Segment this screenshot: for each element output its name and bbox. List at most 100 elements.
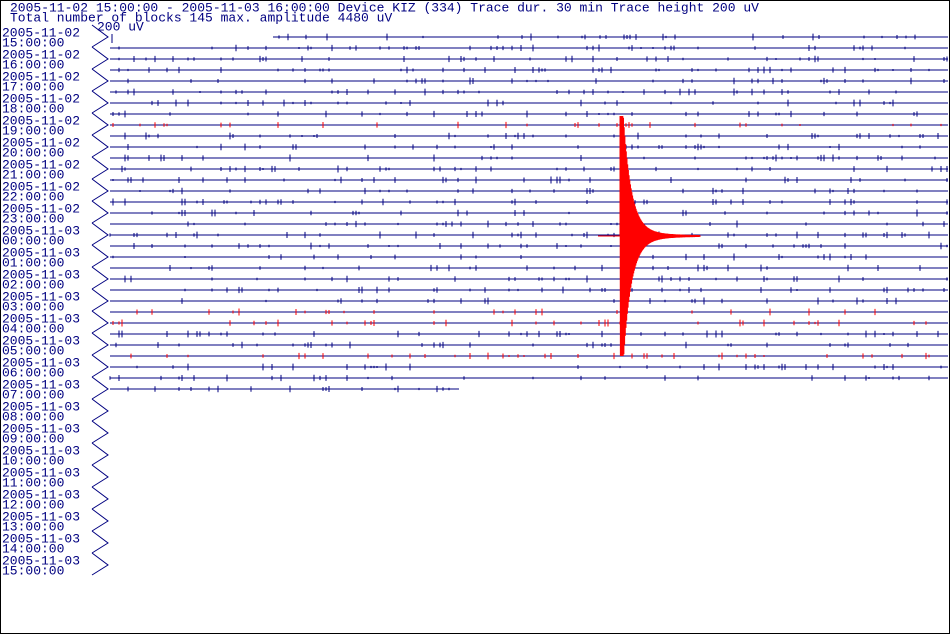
row-time: 13:00:00 <box>2 519 64 534</box>
trace-noise <box>151 209 948 217</box>
trace-noise <box>127 385 450 393</box>
row-date: 2005-11-03 <box>2 553 80 568</box>
trace-noise <box>109 374 930 382</box>
row-date: 2005-11-02 <box>2 47 80 62</box>
row-marker <box>91 46 109 70</box>
row-date: 2005-11-03 <box>2 311 80 326</box>
trace-noise <box>124 275 948 283</box>
trace-noise <box>112 198 948 206</box>
scale-label: 200 uV <box>97 19 144 34</box>
trace-noise <box>115 88 897 96</box>
trace-noise <box>112 121 942 129</box>
row-marker <box>91 288 109 312</box>
row-marker <box>91 244 109 268</box>
row-time: 14:00:00 <box>2 541 64 556</box>
row-marker <box>91 24 109 48</box>
row-marker <box>91 464 109 488</box>
row-time: 15:00:00 <box>2 563 64 578</box>
row-marker <box>91 508 109 532</box>
row-marker <box>91 112 109 136</box>
trace-noise <box>121 165 948 173</box>
row-date: 2005-11-02 <box>2 25 80 40</box>
row-time: 02:00:00 <box>2 277 64 292</box>
row-date: 2005-11-03 <box>2 355 80 370</box>
row-marker <box>91 134 109 158</box>
row-date: 2005-11-03 <box>2 399 80 414</box>
row-date: 2005-11-02 <box>2 179 80 194</box>
trace-noise <box>115 341 909 349</box>
row-time: 21:00:00 <box>2 167 64 182</box>
row-marker <box>91 398 109 422</box>
row-time: 00:00:00 <box>2 233 64 248</box>
row-marker <box>91 310 109 334</box>
row-date: 2005-11-02 <box>2 113 80 128</box>
trace-noise <box>109 231 930 239</box>
row-time: 15:00:00 <box>2 35 64 50</box>
row-date: 2005-11-03 <box>2 223 80 238</box>
row-date: 2005-11-03 <box>2 443 80 458</box>
row-date: 2005-11-03 <box>2 245 80 260</box>
trace-noise <box>124 154 936 162</box>
row-time: 07:00:00 <box>2 387 64 402</box>
trace-noise <box>118 44 906 52</box>
row-marker <box>91 156 109 180</box>
row-marker <box>91 332 109 356</box>
trace-noise <box>127 77 945 85</box>
row-date: 2005-11-03 <box>2 289 80 304</box>
row-time: 20:00:00 <box>2 145 64 160</box>
trace-noise <box>112 176 948 184</box>
row-time: 12:00:00 <box>2 497 64 512</box>
row-time: 18:00:00 <box>2 101 64 116</box>
row-time: 03:00:00 <box>2 299 64 314</box>
row-time: 10:00:00 <box>2 453 64 468</box>
row-marker <box>91 222 109 246</box>
row-marker <box>91 376 109 400</box>
row-date: 2005-11-03 <box>2 267 80 282</box>
row-time: 23:00:00 <box>2 211 64 226</box>
trace-noise <box>112 319 927 327</box>
row-time: 04:00:00 <box>2 321 64 336</box>
row-time: 08:00:00 <box>2 409 64 424</box>
row-marker <box>91 68 109 92</box>
trace-noise <box>169 264 921 272</box>
row-time: 16:00:00 <box>2 57 64 72</box>
row-time: 17:00:00 <box>2 79 64 94</box>
row-date: 2005-11-03 <box>2 531 80 546</box>
trace-noise <box>187 220 945 228</box>
row-date: 2005-11-03 <box>2 465 80 480</box>
traces <box>109 33 948 393</box>
row-date: 2005-11-03 <box>2 421 80 436</box>
trace-noise <box>136 308 876 316</box>
row-date: 2005-11-02 <box>2 157 80 172</box>
row-date: 2005-11-02 <box>2 135 80 150</box>
row-time: 11:00:00 <box>2 475 64 490</box>
row-date: 2005-11-03 <box>2 509 80 524</box>
row-time: 09:00:00 <box>2 431 64 446</box>
row-date: 2005-11-03 <box>2 487 80 502</box>
row-time: 01:00:00 <box>2 255 64 270</box>
row-marker <box>91 90 109 114</box>
header-line: Total number of blocks 145 max. amplitud… <box>10 10 392 25</box>
row-date: 2005-11-02 <box>2 201 80 216</box>
trace-noise <box>118 330 939 338</box>
row-marker <box>91 354 109 378</box>
row-marker <box>91 530 109 554</box>
trace-noise <box>136 363 942 371</box>
trace-noise <box>130 352 930 360</box>
trace-noise <box>112 253 867 261</box>
trace-noise <box>181 297 897 305</box>
trace-noise <box>184 286 945 294</box>
row-time: 22:00:00 <box>2 189 64 204</box>
row-marker <box>91 266 109 290</box>
row-marker <box>91 486 109 510</box>
trace-noise <box>124 132 939 140</box>
row-date: 2005-11-03 <box>2 333 80 348</box>
row-date: 2005-11-02 <box>2 91 80 106</box>
row-labels: 2005-11-0215:00:002005-11-0216:00:002005… <box>2 24 109 578</box>
row-date: 2005-11-03 <box>2 377 80 392</box>
trace-noise <box>118 66 930 74</box>
row-marker <box>91 178 109 202</box>
trace-noise <box>151 99 894 107</box>
